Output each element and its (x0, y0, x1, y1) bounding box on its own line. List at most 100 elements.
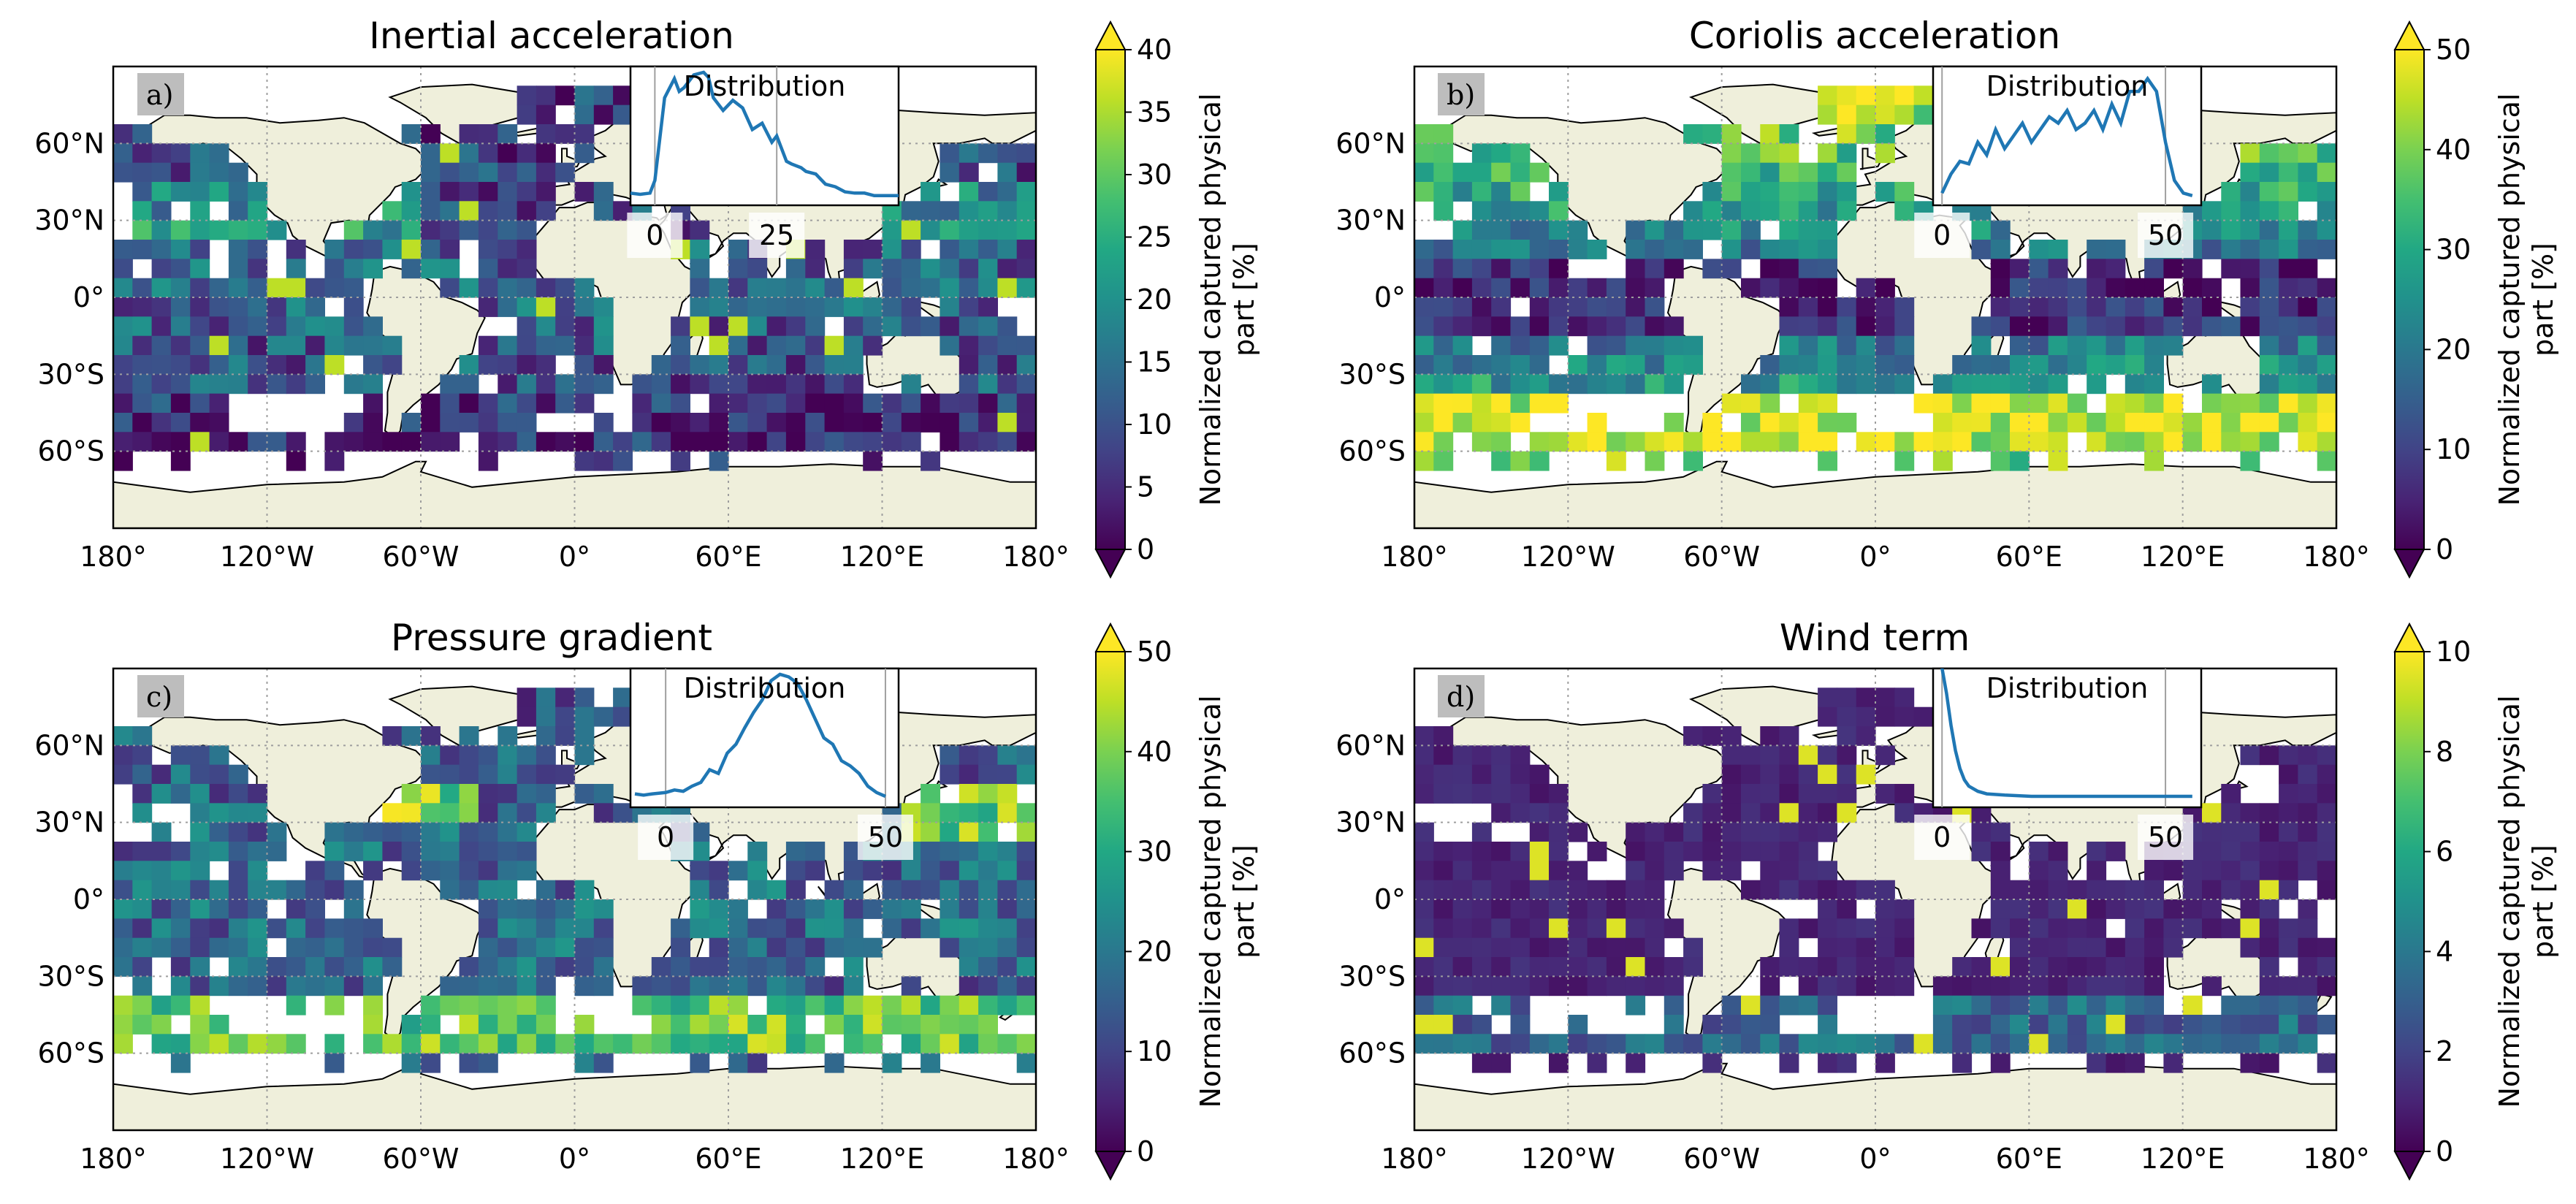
data-cell (1549, 784, 1569, 804)
data-cell (2125, 880, 2145, 900)
data-cell (1818, 937, 1837, 958)
data-cell (2259, 918, 2279, 939)
data-cell (728, 393, 748, 414)
data-cell (766, 432, 787, 452)
data-cell (190, 899, 210, 919)
data-cell (170, 1034, 191, 1054)
data-cell (997, 182, 1018, 202)
data-cell (1856, 335, 1876, 356)
data-cell (690, 220, 710, 240)
colorbar-label-line1: Normalized captured physical (1194, 695, 1227, 1108)
data-cell (2106, 1034, 2126, 1054)
data-cell (690, 957, 710, 977)
latitude-tick-label: 60°S (1339, 435, 1406, 468)
data-cell (978, 393, 998, 414)
data-cell (1971, 842, 1992, 861)
data-cell (997, 861, 1018, 881)
data-cell (1452, 861, 1473, 881)
data-cell (1990, 899, 2011, 919)
data-cell (1016, 201, 1036, 221)
data-cell (382, 957, 403, 977)
data-cell (2317, 182, 2336, 202)
data-cell (478, 220, 498, 240)
data-cell (113, 937, 133, 958)
data-cell (305, 957, 325, 977)
data-cell (324, 822, 345, 842)
data-cell (151, 162, 172, 183)
data-cell (190, 1015, 210, 1035)
data-cell (209, 1015, 229, 1035)
data-cell (1837, 880, 1857, 900)
data-cell (728, 937, 748, 958)
data-cell (863, 413, 883, 433)
data-cell (2163, 937, 2184, 958)
data-cell (1932, 1034, 1953, 1054)
data-cell (228, 182, 248, 202)
data-cell (1760, 355, 1780, 375)
data-cell (997, 880, 1018, 900)
data-cell (2298, 316, 2318, 337)
data-cell (593, 374, 614, 395)
data-cell (940, 335, 960, 356)
data-cell (978, 432, 998, 452)
data-cell (536, 687, 556, 708)
data-cell (978, 240, 998, 259)
data-cell (1818, 259, 1837, 279)
data-cell (2279, 335, 2298, 356)
longitude-tick-label: 0° (1859, 541, 1891, 573)
data-cell (843, 240, 864, 259)
data-cell (1837, 976, 1857, 997)
data-cell (1626, 374, 1646, 395)
data-cell (690, 976, 710, 997)
data-cell (1779, 726, 1799, 746)
data-cell (324, 278, 345, 298)
data-cell (843, 374, 864, 395)
data-cell (132, 143, 153, 164)
data-cell (1549, 1034, 1569, 1054)
panel-a-tag: a) (146, 79, 173, 111)
data-cell (921, 1053, 940, 1073)
data-cell (959, 957, 979, 977)
data-cell (170, 764, 191, 785)
data-cell (1491, 335, 1512, 356)
data-cell (1626, 278, 1646, 298)
data-cell (940, 220, 960, 240)
data-cell (1818, 803, 1837, 823)
data-cell (2202, 822, 2222, 842)
longitude-tick-label: 180° (1381, 1143, 1448, 1175)
data-cell (1837, 124, 1857, 144)
data-cell (2259, 240, 2279, 259)
data-cell (1491, 393, 1512, 414)
data-cell (1471, 413, 1492, 433)
data-cell (940, 842, 960, 861)
data-cell (2240, 803, 2260, 823)
latitude-tick-label: 60°N (1335, 127, 1406, 159)
data-cell (1587, 316, 1607, 337)
data-cell (1721, 995, 1742, 1016)
data-cell (1798, 240, 1818, 259)
data-cell (536, 976, 556, 997)
data-cell (632, 374, 652, 395)
data-cell (2125, 976, 2145, 997)
data-cell (593, 451, 614, 471)
data-cell (478, 1015, 498, 1035)
data-cell (2259, 1034, 2279, 1054)
data-cell (190, 957, 210, 977)
data-cell (863, 1034, 883, 1054)
data-cell (209, 784, 229, 804)
data-cell (459, 393, 479, 414)
data-cell (1760, 124, 1780, 144)
data-cell (536, 1015, 556, 1035)
data-cell (632, 1034, 652, 1054)
data-cell (113, 880, 133, 900)
data-cell (1510, 937, 1531, 958)
colorbar-tick-label: 10 (2436, 636, 2471, 668)
panel-d-map: 180° 120°W 60°W 0° 60°E 120°E 180°60°N30°N0°30… (1335, 667, 2370, 1175)
data-cell (2144, 899, 2164, 919)
data-cell (421, 201, 441, 221)
data-cell (747, 355, 768, 375)
data-cell (209, 745, 229, 766)
data-cell (1875, 745, 1895, 766)
data-cell (478, 143, 498, 164)
data-cell (1798, 995, 1818, 1016)
